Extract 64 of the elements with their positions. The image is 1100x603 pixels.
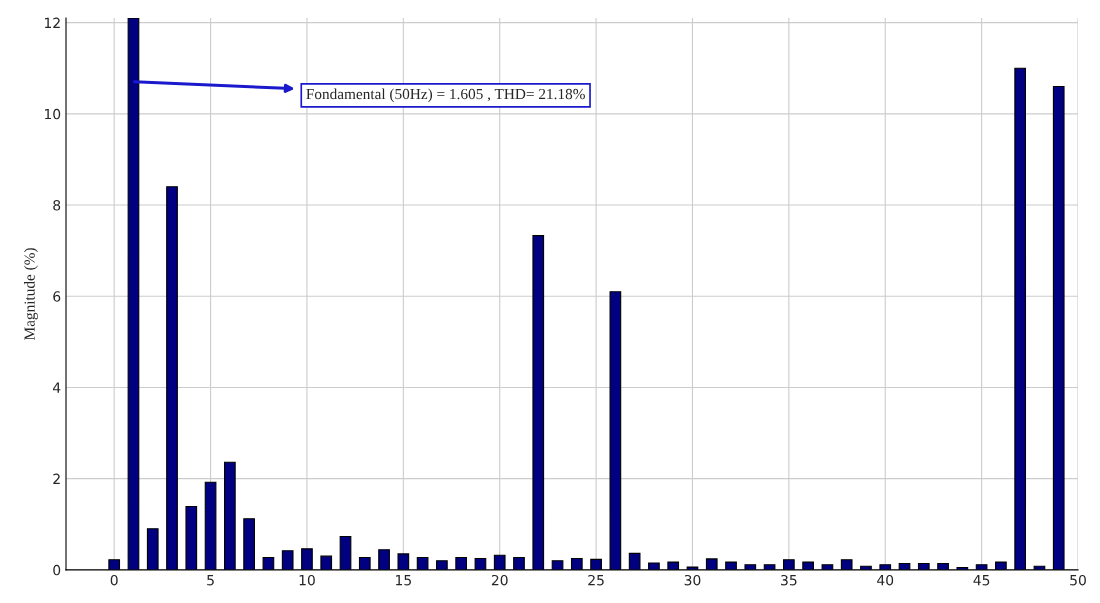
bar [590, 558, 602, 570]
x-tick-label: 40 [877, 574, 894, 586]
y-tick-label: 6 [53, 291, 61, 302]
bar [725, 561, 737, 570]
bar [667, 561, 680, 570]
x-tick-label: 50 [1070, 574, 1086, 586]
bar [281, 550, 294, 570]
bar [570, 557, 583, 570]
bar [783, 559, 795, 570]
bar [166, 186, 178, 570]
x-tick-label: 20 [491, 574, 508, 586]
bar [301, 548, 313, 570]
bar [397, 553, 410, 570]
bar [628, 552, 641, 570]
bar [358, 556, 371, 570]
bar [320, 555, 333, 570]
x-tick-label: 15 [396, 575, 411, 586]
bar [802, 561, 814, 570]
bar [243, 518, 255, 570]
bar [609, 291, 622, 570]
y-tick-label: 8 [53, 200, 61, 211]
bar [937, 562, 949, 570]
y-tick-label: 2 [53, 473, 60, 484]
x-tick-label: 10 [299, 574, 315, 586]
y-tick-label: 4 [52, 382, 61, 393]
y-tick-label: 12 [44, 17, 60, 28]
bar [146, 528, 159, 570]
bar [917, 562, 930, 570]
bar [474, 557, 487, 570]
annotation: Fondamental (50Hz) = 1.605 , THD= 21.18% [306, 88, 585, 103]
bar [185, 505, 198, 570]
bar [127, 18, 140, 570]
bar [455, 556, 468, 570]
bar [1014, 67, 1027, 570]
bar [532, 235, 545, 570]
bar [879, 564, 892, 570]
bar [744, 564, 757, 570]
bar [436, 560, 448, 570]
bar [995, 561, 1007, 570]
x-tick-label: 30 [684, 574, 701, 586]
x-tick-label: 35 [781, 574, 797, 586]
bar [840, 559, 853, 570]
bar [975, 564, 988, 570]
bar [493, 554, 506, 570]
bar [1052, 85, 1065, 570]
bar [648, 562, 660, 570]
y-tick-label: 0 [53, 564, 61, 576]
y-axis-title: Magnitude (%) [24, 248, 38, 340]
bar [262, 556, 275, 570]
bar [108, 559, 121, 570]
bar [378, 549, 390, 570]
x-tick-label: 25 [588, 574, 604, 586]
bar [763, 564, 776, 570]
bar [513, 556, 525, 570]
bar [416, 556, 429, 570]
bar [223, 461, 236, 570]
bar [204, 481, 217, 570]
x-tick-label: 45 [973, 575, 990, 586]
bar [339, 535, 352, 570]
x-tick-label: 5 [207, 575, 214, 586]
y-tick-label: 10 [44, 108, 61, 120]
bar [705, 558, 718, 570]
bar [821, 564, 834, 570]
x-tick-label: 0 [110, 574, 118, 586]
